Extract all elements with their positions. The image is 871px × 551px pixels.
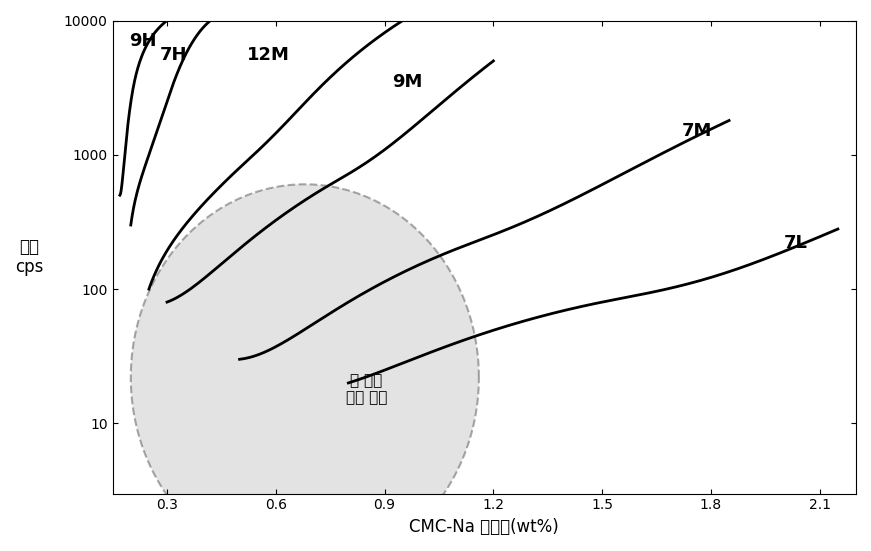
Text: 9M: 9M	[392, 73, 422, 91]
Y-axis label: 점도
cps: 점도 cps	[15, 237, 44, 277]
Text: 12M: 12M	[246, 46, 290, 64]
Text: 7H: 7H	[159, 46, 187, 64]
Text: 7M: 7M	[682, 122, 712, 140]
PathPatch shape	[131, 184, 479, 551]
X-axis label: CMC-Na 투입량(wt%): CMC-Na 투입량(wt%)	[409, 518, 559, 536]
Text: 7L: 7L	[784, 234, 807, 252]
Text: 잔 형성
유효 영역: 잔 형성 유효 영역	[346, 373, 388, 406]
Text: 9H: 9H	[129, 33, 157, 50]
